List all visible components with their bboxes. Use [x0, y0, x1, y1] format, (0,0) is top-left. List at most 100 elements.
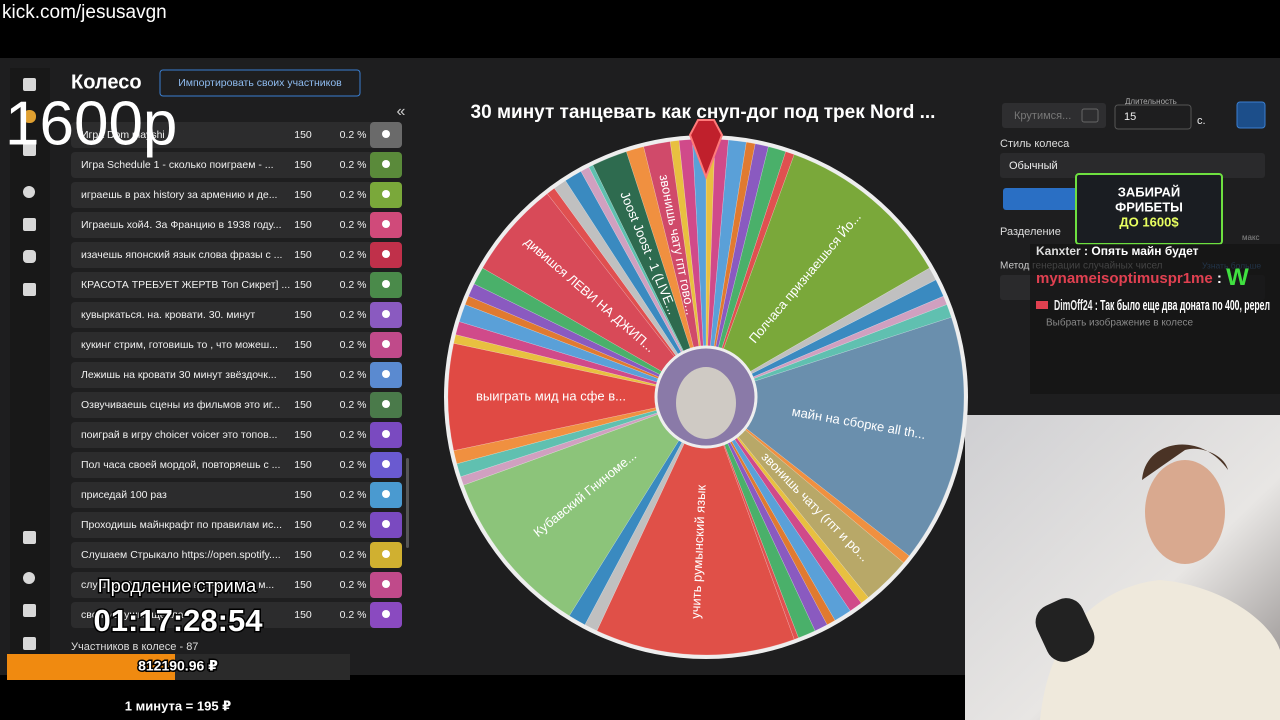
participant-percent: 0.2 % [340, 399, 367, 411]
spin-button[interactable] [1002, 103, 1106, 128]
participant-row: Лежишь на кровати 30 минут звёздочк... 15… [71, 362, 402, 388]
style-value: Обычный [1009, 160, 1058, 172]
icon[interactable] [23, 531, 36, 544]
ad-line: ЗАБИРАЙ [1118, 184, 1180, 199]
participant-percent: 0.2 % [340, 189, 367, 201]
wheel-slice [705, 154, 930, 398]
participant-action-icon [382, 580, 390, 588]
participant-row: играешь в pax history за армению и де...… [71, 182, 402, 208]
chat-message: DimOff24 : Так было еще два доната по 40… [1054, 297, 1270, 314]
participant-name: КРАСОТА ТРЕБУЕТ ЖЕРТВ Топ Сикрет] ... [81, 279, 290, 291]
icon[interactable] [23, 143, 36, 156]
wheel-slice [482, 193, 707, 398]
participant-row-bg [71, 152, 402, 178]
participant-row-bg [71, 392, 402, 418]
chat-badge [1036, 301, 1048, 309]
participant-action-icon [382, 280, 390, 288]
icon[interactable] [23, 186, 35, 198]
chat-message: Kanxter : Опять майн будет [1036, 244, 1199, 258]
wheel-slice [596, 396, 795, 656]
participant-row-bg [71, 512, 402, 538]
participant-action-icon [382, 160, 390, 168]
chat-user: DimOff24 [1054, 297, 1093, 314]
icon[interactable] [23, 78, 36, 91]
chat-user: Kanxter [1036, 244, 1081, 258]
wheel-slice [447, 343, 707, 451]
participant-amount: 150 [294, 339, 312, 351]
participant-name: играешь в pax history за армению и де... [81, 189, 277, 201]
stream-url: kick.com/jesusavgn [2, 2, 167, 23]
icon[interactable] [23, 250, 36, 263]
scrollbar[interactable] [406, 458, 409, 548]
mode-button[interactable] [1003, 188, 1083, 210]
participant-action-icon [382, 460, 390, 468]
participant-action-icon [382, 130, 390, 138]
participant-amount: 150 [294, 519, 312, 531]
participant-action-icon [382, 190, 390, 198]
participant-name: Проходишь майнкрафт по правилам ис... [81, 519, 282, 531]
duration-unit: с. [1197, 115, 1206, 127]
participant-name: Игра Dom playshi [81, 129, 165, 141]
wheel-slice [705, 143, 769, 398]
wheel-slice [705, 396, 851, 621]
participant-name: Игра Schedule 1 - сколько поиграем - ... [81, 159, 274, 171]
participant-action-icon [382, 550, 390, 558]
chat-image-choose: Выбрать изображение в колесе [1046, 317, 1194, 329]
chat-message: mynameisoptimuspr1me : W [1036, 264, 1249, 291]
participant-row: кукинг стрим, готовишь то , что можеш...… [71, 332, 402, 358]
icon[interactable] [23, 283, 36, 296]
participant-percent: 0.2 % [340, 309, 367, 321]
participant-action-icon [382, 490, 390, 498]
price-overlay: 1600р [5, 89, 177, 158]
icon[interactable] [23, 637, 36, 650]
icon[interactable] [23, 572, 35, 584]
participant-row-bg [71, 272, 402, 298]
participant-percent: 0.2 % [340, 249, 367, 261]
wheel-slice [705, 396, 910, 564]
wheel-slice [473, 267, 707, 398]
collapse-button[interactable]: « [397, 103, 406, 120]
music-button[interactable] [1236, 101, 1266, 129]
participant-amount: 150 [294, 459, 312, 471]
chat-text: Опять майн будет [1091, 244, 1198, 258]
participant-row: Игра Schedule 1 - сколько поиграем - ...… [71, 152, 402, 178]
wheel-slice [463, 396, 707, 617]
participant-row-bg [71, 122, 402, 148]
participant-percent: 0.2 % [340, 609, 367, 621]
wheel-slice [705, 396, 869, 604]
icon[interactable] [23, 218, 36, 231]
spin-button-label: Крутимся... [1014, 110, 1071, 122]
participant-name: приседай 100 раз [81, 489, 167, 501]
participant-row: изачешь японский язык слова фразы с ... 1… [71, 242, 402, 268]
chat-separator: : [1092, 297, 1100, 314]
style-select[interactable] [1000, 153, 1265, 178]
spin-minus[interactable] [1081, 108, 1099, 123]
wheel-slice [458, 304, 707, 398]
wheel-segment-label: учить румынский язык [688, 484, 709, 619]
participant-row: Проходишь майнкрафт по правилам ис... 150… [71, 512, 402, 538]
participant-row-bg [71, 302, 402, 328]
wheel-slice [584, 396, 707, 632]
chat-user: mynameisoptimuspr1me [1036, 270, 1213, 287]
wheel-slice [705, 151, 795, 398]
duration-label: Длительность [1125, 97, 1177, 106]
icon[interactable] [23, 604, 36, 617]
wheel-slice [705, 267, 937, 398]
participant-name: слушаем Nord Division в течении 30 м... [81, 579, 274, 591]
duration-input[interactable] [1114, 104, 1192, 130]
wheel-slice [705, 396, 828, 632]
wheel-slice [460, 396, 707, 486]
participant-amount: 150 [294, 309, 312, 321]
import-button[interactable] [159, 69, 361, 97]
participant-percent: 0.2 % [340, 429, 367, 441]
duration-value: 15 [1124, 111, 1136, 123]
participant-amount: 150 [294, 609, 312, 621]
participant-amount: 150 [294, 219, 312, 231]
wheel-slice [705, 396, 799, 640]
participant-action-icon [382, 430, 390, 438]
participant-row: слушаем Nord Division в течении 30 м... 1… [71, 572, 402, 598]
participant-percent: 0.2 % [340, 489, 367, 501]
wheel-slice [669, 140, 707, 398]
icon[interactable] [23, 110, 36, 123]
participant-amount: 150 [294, 549, 312, 561]
